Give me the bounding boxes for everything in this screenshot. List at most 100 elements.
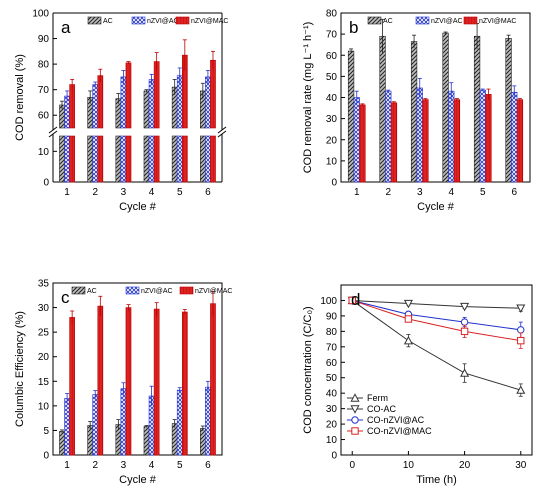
bar-cross-blue <box>353 97 360 183</box>
y-tick-label: 10 <box>38 147 50 158</box>
x-tick-label: 5 <box>480 187 486 198</box>
y-tick-label: 80 <box>326 9 338 20</box>
bar-solid-red-lower <box>153 135 160 183</box>
y-tick-label: 10 <box>326 156 338 167</box>
legend-marker-2 <box>350 405 360 414</box>
bar-solid-red <box>97 305 104 456</box>
series-line-4 <box>352 299 521 342</box>
x-tick-label: 5 <box>177 187 183 198</box>
y-tick-label: 100 <box>32 9 49 20</box>
series-point-1 <box>403 335 413 345</box>
x-tick-label: 3 <box>121 460 127 471</box>
bar-cross-blue <box>205 386 211 456</box>
bar-hatch-dark-lower <box>87 135 94 183</box>
bar-cross-blue <box>479 89 486 183</box>
legend-swatch-2 <box>131 16 146 25</box>
bar-solid-red <box>422 99 429 183</box>
x-tick-label: 3 <box>121 187 127 198</box>
y-tick-label: 0 <box>331 178 337 189</box>
bar-hatch-dark-lower <box>171 135 178 183</box>
panel-letter: d <box>351 290 360 309</box>
series-point-2 <box>460 302 470 312</box>
bar-solid-red <box>485 94 492 183</box>
bar-solid-red <box>390 102 398 183</box>
x-tick-label: 6 <box>205 460 211 471</box>
series-point-3 <box>517 326 525 334</box>
y-tick-label: 5 <box>43 426 49 437</box>
bar-cross-blue <box>120 388 127 456</box>
x-tick-label: 2 <box>385 187 391 198</box>
legend-label-1: AC <box>103 18 113 25</box>
y-axis-label: COD removal rate (mg L⁻¹ h⁻¹) <box>302 22 314 174</box>
y-tick-label: 20 <box>326 135 338 146</box>
y-tick-label: 40 <box>326 93 338 104</box>
bar-cross-blue <box>205 76 211 129</box>
bar-solid-red <box>453 99 461 183</box>
y-tick-label: 30 <box>326 114 338 125</box>
axis-break-mark <box>217 130 227 138</box>
x-axis-label: Cycle # <box>119 474 157 486</box>
x-tick-label: 4 <box>149 460 155 471</box>
y-tick-label: 60 <box>326 358 338 369</box>
bar-solid-red-lower <box>125 135 132 183</box>
bar-hatch-dark-lower <box>59 135 65 183</box>
bar-cross-blue <box>64 398 70 456</box>
bar-solid-red <box>125 307 132 456</box>
bar-cross-blue <box>176 75 183 129</box>
x-tick-label: 4 <box>448 187 454 198</box>
bar-hatch-dark <box>59 431 65 456</box>
bar-hatch-dark-lower <box>115 135 122 183</box>
y-tick-label: 70 <box>326 342 338 353</box>
axis-break-mark <box>48 130 58 138</box>
series-point-1 <box>516 385 526 394</box>
x-axis-label: Cycle # <box>119 201 157 213</box>
bar-hatch-dark <box>379 35 386 183</box>
series-point-4 <box>348 296 356 305</box>
legend-label-2: nZVI@AC <box>141 288 173 295</box>
legend-label-3: CO-nZVI@AC <box>367 415 425 425</box>
bar-hatch-dark <box>143 90 150 129</box>
bar-solid-red-lower <box>97 135 104 183</box>
bar-cross-blue <box>120 76 127 129</box>
series-line-1 <box>351 300 521 391</box>
x-tick-label: 1 <box>64 187 70 198</box>
legend-swatch-1 <box>71 286 86 295</box>
y-tick-label: 25 <box>38 328 50 339</box>
bar-hatch-dark <box>473 35 481 183</box>
x-tick-label: 1 <box>354 187 360 198</box>
bar-hatch-dark <box>347 50 355 183</box>
legend-label-1: AC <box>383 18 393 25</box>
plot-frame <box>52 282 223 456</box>
x-tick-label: 1 <box>64 460 70 471</box>
bar-solid-red <box>69 84 75 129</box>
legend-marker-3 <box>351 416 359 424</box>
bar-cross-blue-lower <box>92 135 99 183</box>
bar-hatch-dark <box>171 423 178 456</box>
y-tick-label: 10 <box>326 435 338 446</box>
bar-solid-red <box>516 99 524 183</box>
legend-label-1: AC <box>87 288 97 295</box>
bar-cross-blue-lower <box>64 135 70 183</box>
legend-label-4: CO-nZVI@MAC <box>367 426 432 436</box>
legend-marker-4 <box>351 427 359 435</box>
legend-label-3: nZVI@MAC <box>195 288 232 295</box>
y-tick-label: 0 <box>331 451 337 462</box>
series-point-4 <box>404 315 413 323</box>
legend-label-2: nZVI@AC <box>431 18 463 25</box>
y-tick-label: 90 <box>326 311 338 322</box>
y-axis-label: COD removal (%) <box>14 54 26 141</box>
bar-hatch-dark <box>143 426 150 456</box>
y-tick-label: 20 <box>38 352 50 363</box>
x-tick-label: 4 <box>149 187 155 198</box>
bar-solid-red <box>210 303 216 456</box>
x-tick-label: 6 <box>511 187 517 198</box>
panel-letter: a <box>61 18 71 37</box>
legend-swatch-3 <box>175 16 190 25</box>
x-tick-label: 6 <box>205 187 211 198</box>
bar-solid-red <box>153 61 160 129</box>
panel-c: 0 5 10 15 20 25 30 35 1 2 3 4 5 6 AC nZVI@AC nZVI@MAC Cyc… <box>14 279 232 487</box>
legend-marker-1 <box>350 393 360 402</box>
panel-letter: c <box>61 288 70 307</box>
y-tick-label: 70 <box>326 30 338 41</box>
